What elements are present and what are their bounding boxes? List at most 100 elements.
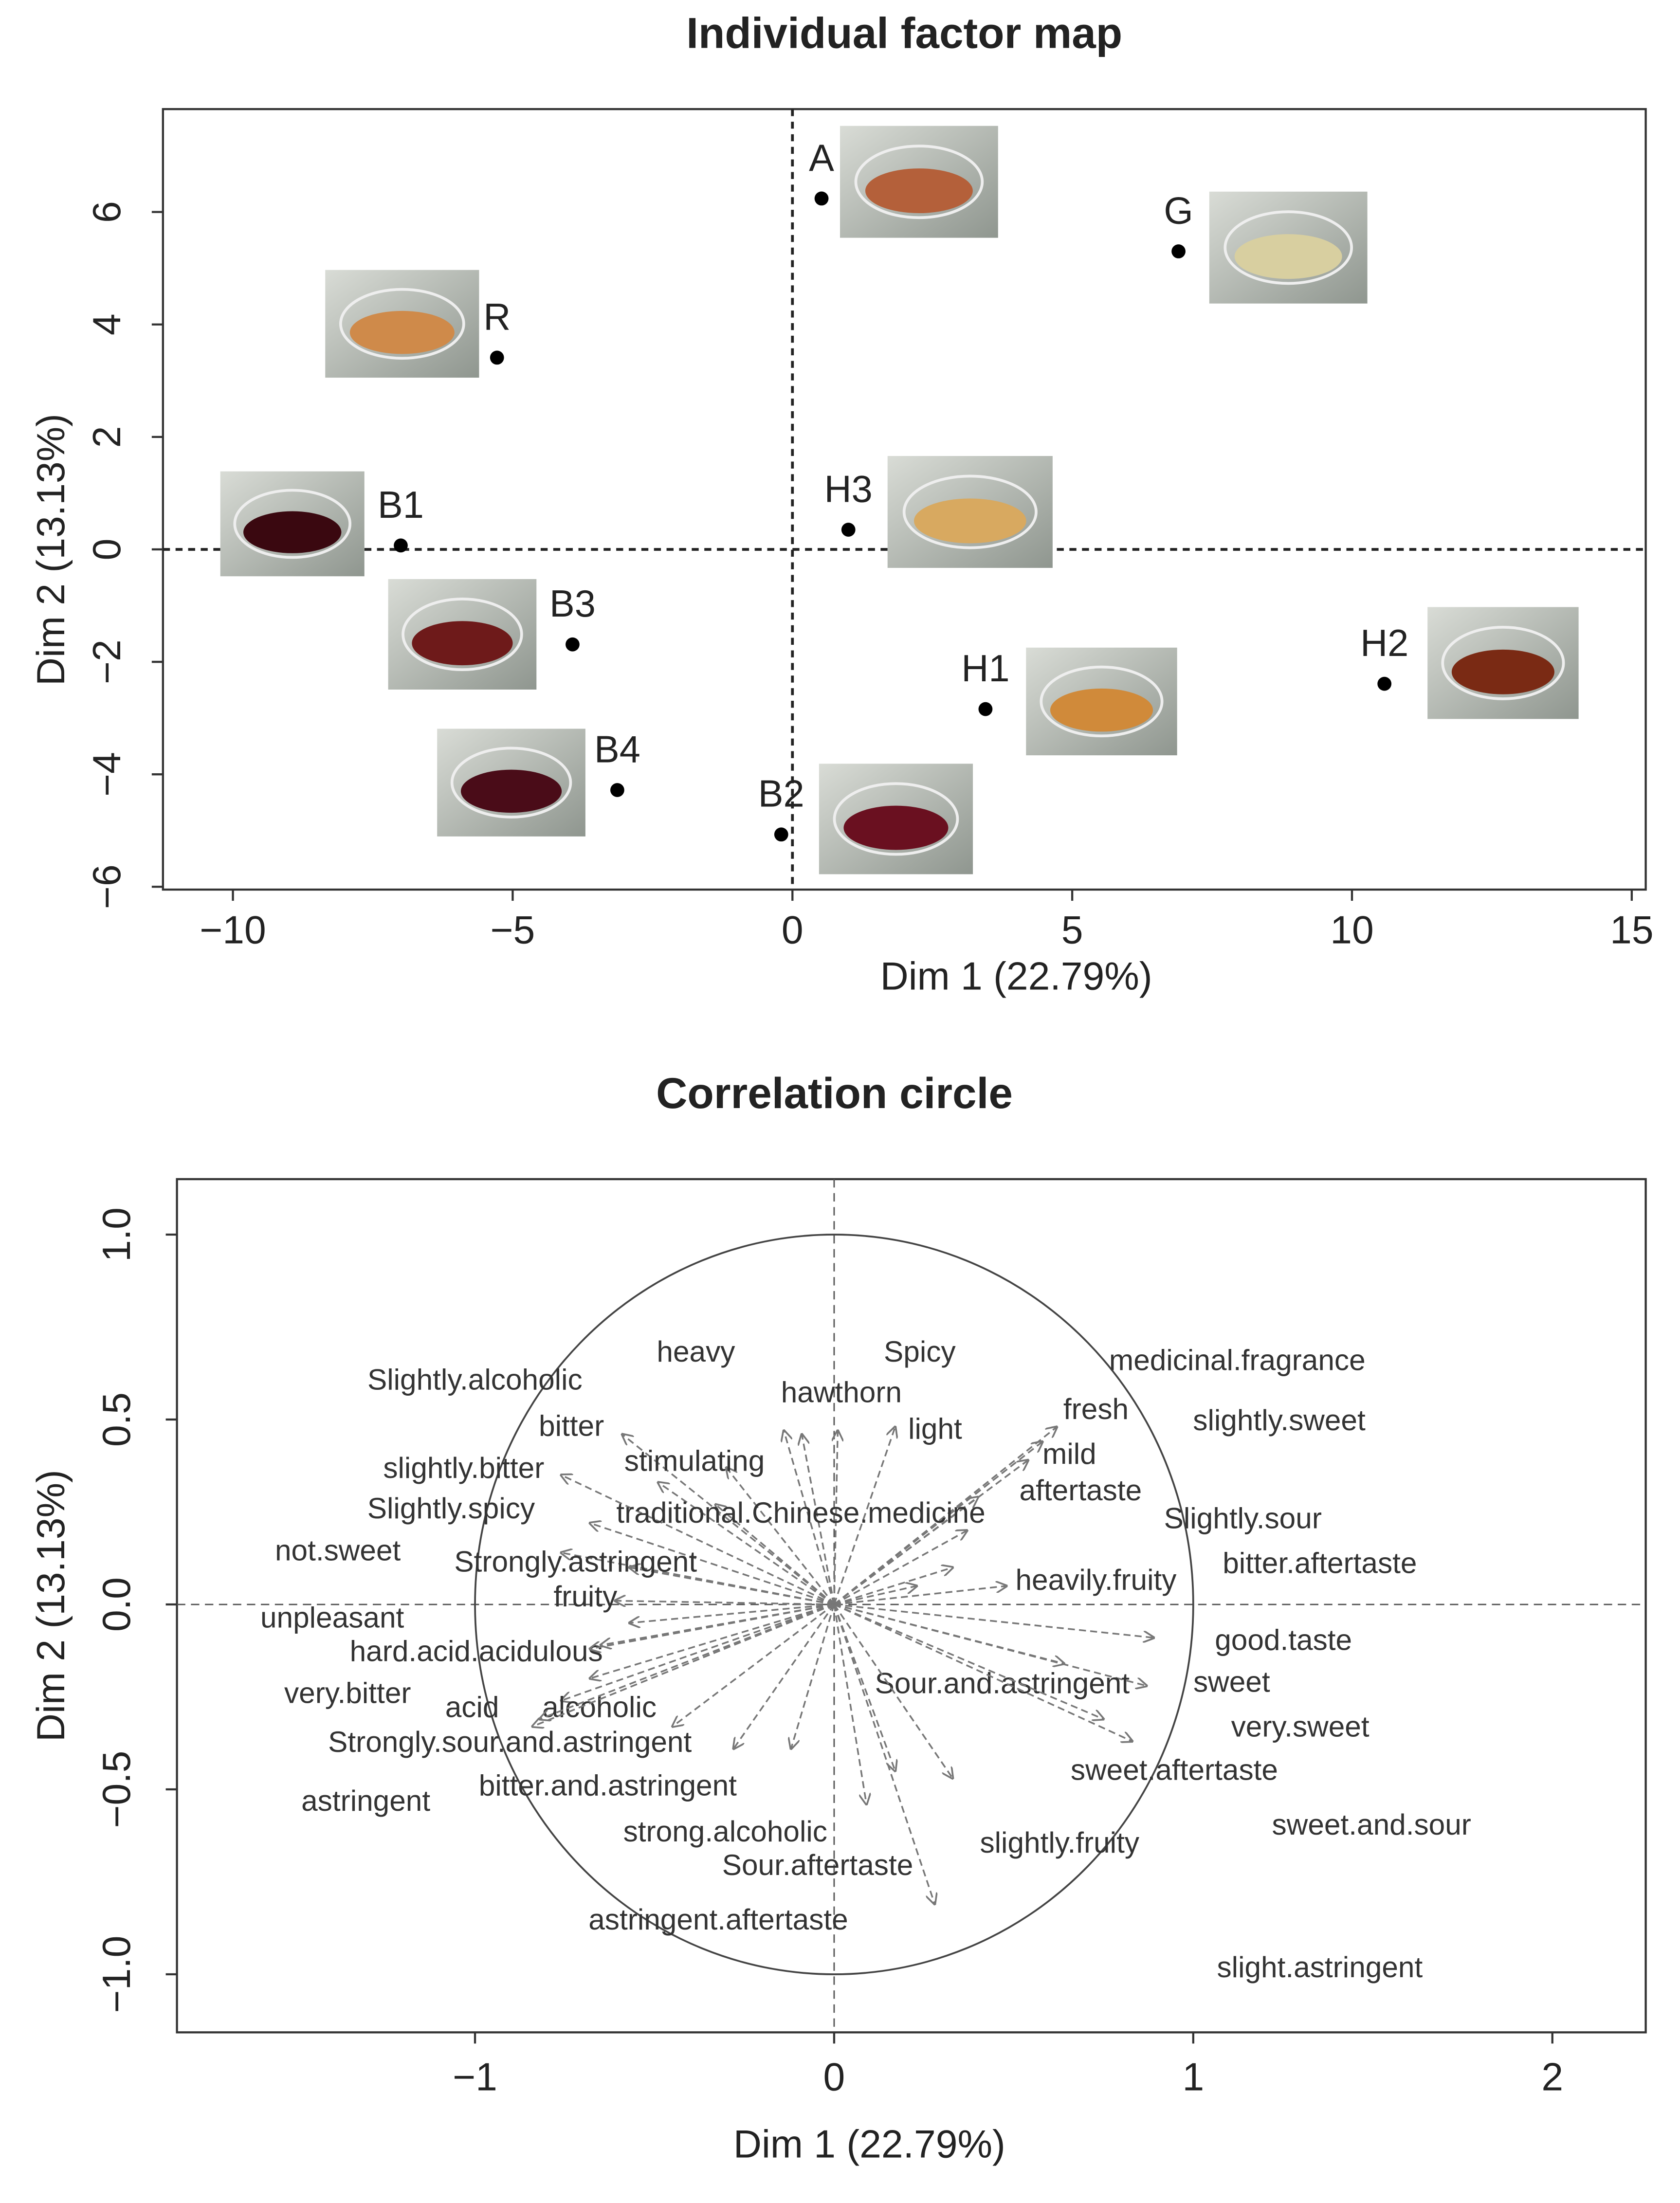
glass-wine [1050,688,1153,732]
variable-label: acid [445,1690,499,1723]
glass-bowl [833,782,959,856]
arrow [834,1586,917,1605]
arrow [532,1603,835,1727]
y-tick-label: −0.5 [95,1751,139,1828]
variable-label: heavy [657,1335,735,1368]
x-tick-label: −5 [491,908,535,952]
arrow [590,1523,835,1605]
arrow [834,1603,1132,1741]
variable-label: Slightly.spicy [367,1492,535,1525]
arrow [833,1427,895,1605]
variable-label: slightly.sweet [1193,1403,1366,1437]
glass-wine [1234,234,1342,279]
glass-wine [460,769,562,813]
arrow [615,1601,834,1604]
variable-label: light [908,1412,962,1445]
variable-label: Spicy [884,1335,956,1368]
glass-bowl [450,746,572,819]
variable-label: Slightly.sour [1164,1501,1322,1534]
point [394,538,408,553]
y-tick-label: −4 [85,752,129,797]
glass-wine [913,498,1026,544]
variable-label: very.sweet [1231,1710,1370,1743]
variable-label: sweet [1193,1665,1270,1698]
x-tick-label: −10 [200,908,266,952]
variable-label: sweet.aftertaste [1071,1753,1278,1786]
variable-label: aftertaste [1020,1474,1142,1507]
variable-label: slightly.bitter [383,1451,544,1484]
y-tick-label: 2 [85,426,129,448]
x-tick-label: 1 [1182,2055,1204,2099]
point-label: G [1164,190,1193,232]
arrow [715,1505,835,1605]
plot-frame [162,108,1647,891]
arrow [658,1482,835,1605]
variable-label: sweet.and.sour [1272,1808,1471,1841]
arrow [590,1603,835,1678]
point-label: A [809,137,834,179]
arrow [834,1567,953,1605]
variable-label: bitter.and.astringent [479,1768,737,1802]
glass-wine [412,621,513,666]
arrow [629,1603,835,1623]
variable-label: hard.acid.acidulous [350,1634,603,1667]
y-tick-label: 1.0 [95,1207,139,1262]
point-label: B2 [758,773,804,815]
arrow [834,1431,838,1605]
variable-label: Slightly.alcoholic [367,1363,583,1396]
variable-label: good.taste [1215,1623,1352,1656]
variable-label: unpleasant [260,1601,404,1634]
variable-label: bitter.aftertaste [1223,1546,1417,1579]
glass-wine [865,168,973,214]
point [774,827,788,842]
glass-wine [243,511,342,553]
variable-label: bitter [539,1409,604,1442]
arrow [622,1434,835,1605]
plot-frame [176,1178,1647,2034]
y-tick-label: 6 [85,201,129,223]
arrow [561,1475,835,1605]
arrow [834,1530,967,1605]
arrow [833,1497,978,1605]
arrow [833,1604,895,1771]
glass-wine [349,310,455,354]
variable-label: fresh [1063,1392,1129,1425]
x-tick-label: 0 [823,2055,845,2099]
variable-label: mild [1042,1437,1096,1470]
arrow [733,1604,835,1748]
variable-label: not.sweet [275,1533,401,1566]
x-axis-label: Dim 1 (22.79%) [733,2122,1005,2166]
x-tick-label: 15 [1610,908,1654,952]
arrow [834,1586,1006,1605]
x-tick-label: −1 [453,2055,497,2099]
y-tick-label: −2 [85,639,129,684]
arrow [540,1603,835,1719]
x-axis-label: Dim 1 (22.79%) [880,954,1152,998]
arrow [802,1434,835,1605]
arrow [834,1603,1154,1638]
glass-bowl [902,474,1038,549]
glass-bowl [233,489,352,559]
variable-label: Sour.and.astringent [875,1666,1130,1699]
point-label: H3 [824,468,873,510]
glass-bowl [1223,210,1353,285]
variable-label: Sour.aftertaste [722,1848,913,1881]
y-tick-label: −6 [85,864,129,909]
point-label: H1 [961,648,1009,690]
point-label: R [483,296,511,338]
point [566,637,580,652]
point [814,191,829,206]
arrow [727,1468,835,1605]
arrow [629,1567,835,1605]
variable-label: medicinal.fragrance [1109,1343,1366,1376]
glass-bowl [339,288,465,360]
point-label: B1 [378,484,424,526]
variable-label: slightly.fruity [980,1826,1139,1859]
y-tick-label: −1.0 [95,1936,139,2013]
variable-label: Strongly.astringent [454,1545,697,1578]
variable-label: strong.alcoholic [623,1815,827,1848]
variable-label: fruity [553,1580,618,1613]
glass-bowl [1441,625,1565,700]
